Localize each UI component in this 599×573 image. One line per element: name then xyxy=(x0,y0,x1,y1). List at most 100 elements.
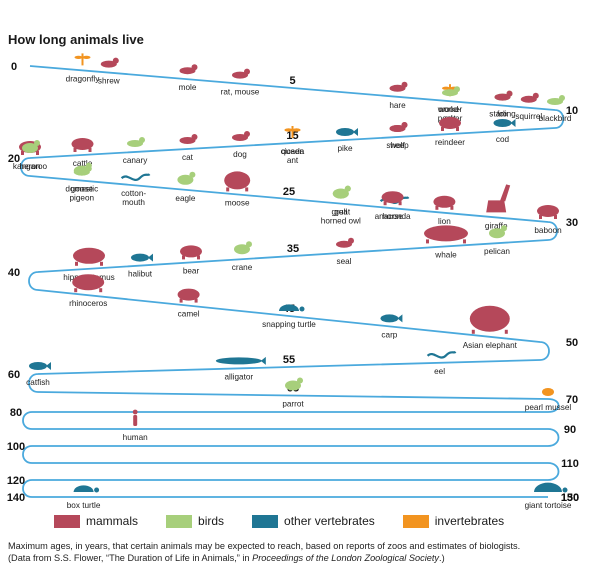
legend-swatch-other-vertebrates xyxy=(252,514,279,528)
animal-rhinoceros: rhinoceros xyxy=(69,274,107,308)
scale-label-55: 55 xyxy=(283,354,295,366)
hare-icon xyxy=(389,81,408,92)
animal-label-cottonmouth: cotton-mouth xyxy=(121,189,146,207)
carp-icon xyxy=(380,314,403,323)
animal-label-eagle: eagle xyxy=(175,194,195,203)
scale-label-120: 120 xyxy=(7,475,25,487)
animal-parrot: parrot xyxy=(282,377,304,409)
scale-label-90: 90 xyxy=(564,424,576,436)
lion-icon xyxy=(433,195,456,210)
animal-snapping-turtle: snapping turtle xyxy=(262,304,316,329)
animal-label-moose: moose xyxy=(225,198,250,207)
animal-label-cicada: cicada xyxy=(281,147,305,156)
animal-shrew: shrew xyxy=(98,57,120,86)
animal-blackbird: blackbird xyxy=(539,95,572,123)
shrew-icon xyxy=(100,57,119,68)
animal-label-rhinoceros: rhinoceros xyxy=(69,299,107,308)
animal-label-carp: carp xyxy=(381,330,397,339)
eagle-icon xyxy=(177,171,196,185)
pike-icon xyxy=(336,128,358,136)
animal-rat-mouse: rat, mouse xyxy=(221,68,260,97)
animal-giant-tortoise: giant tortoise xyxy=(525,482,572,510)
animal-moose: moose xyxy=(224,171,251,207)
caption-source: (Data from S.S. Flower, “The Duration of… xyxy=(8,552,593,564)
eel-icon xyxy=(426,350,457,359)
scale-label-60: 60 xyxy=(8,369,20,381)
legend-swatch-mammals xyxy=(54,514,80,528)
legend-item-invertebrates: invertebrates xyxy=(402,514,505,528)
animal-dog: dog xyxy=(232,131,250,159)
animal-label-squirrel: squirrel xyxy=(515,112,542,121)
animal-mole: mole xyxy=(179,64,198,92)
hippopotamus-icon xyxy=(73,247,105,266)
animal-label-hare: hare xyxy=(389,101,406,110)
moose-icon xyxy=(224,171,251,192)
scale-label-20: 20 xyxy=(8,153,20,165)
animal-wolf: wolf xyxy=(389,122,408,150)
rat-icon xyxy=(232,68,250,79)
caption-source-title: Proceedings of the London Zoological Soc… xyxy=(252,553,440,563)
animal-label-snapping-turtle: snapping turtle xyxy=(262,320,316,329)
animal-label-catfish: catfish xyxy=(26,378,50,387)
animal-label-human: human xyxy=(123,433,148,442)
animal-halibut: halibut xyxy=(128,253,153,279)
scale-label-30: 30 xyxy=(566,217,578,229)
animal-label-bear: bear xyxy=(183,266,200,275)
animal-dragonfly: dragonfly xyxy=(66,53,100,83)
scale-label-110: 110 xyxy=(561,458,579,470)
legend-item-mammals: mammals xyxy=(54,514,138,528)
animal-label-whale: whale xyxy=(434,250,457,259)
animal-label-horse: horse xyxy=(382,212,403,221)
animal-horse: horse xyxy=(381,191,404,221)
animal-gull: gull xyxy=(332,185,351,217)
crane-icon xyxy=(234,241,252,255)
scale-label-70: 70 xyxy=(566,394,578,406)
animal-label-parrot: parrot xyxy=(282,400,304,409)
animal-camel: camel xyxy=(177,288,200,319)
animal-giraffe: giraffe xyxy=(485,184,511,230)
legend-label-invertebrates: invertebrates xyxy=(434,514,505,528)
squirrel-icon xyxy=(520,92,539,103)
animal-bear: bear xyxy=(180,245,202,275)
animal-hare: hare xyxy=(389,81,408,110)
animal-label-cod: cod xyxy=(496,135,510,144)
wolf-icon xyxy=(389,122,408,132)
animal-label-seal: seal xyxy=(336,257,351,266)
animal-label-goose: goose xyxy=(71,185,94,194)
animal-pelican: pelican xyxy=(484,225,510,256)
scale-label-50: 50 xyxy=(566,337,578,349)
animal-label-baboon: baboon xyxy=(534,226,562,235)
animal-cottonmouth: cotton-mouth xyxy=(120,173,151,207)
caption-description: Maximum ages, in years, that certain ani… xyxy=(8,541,521,551)
animal-label-mole: mole xyxy=(179,83,197,92)
animal-label-giant-tortoise: giant tortoise xyxy=(525,501,572,510)
parrot-icon xyxy=(285,377,303,391)
camel-icon xyxy=(177,288,200,303)
heron-icon xyxy=(22,140,40,153)
legend-label-mammals: mammals xyxy=(86,514,139,528)
seal-icon xyxy=(336,237,354,248)
cattle-icon xyxy=(71,138,94,152)
animal-label-pelican: pelican xyxy=(484,247,510,256)
animal-label-camel: camel xyxy=(178,310,200,319)
gull-icon xyxy=(332,185,351,199)
scale-label-25: 25 xyxy=(283,186,295,198)
alligator-icon xyxy=(215,356,266,365)
scale-label-150: 150 xyxy=(561,492,579,504)
animal-pike: pike xyxy=(336,128,358,153)
animal-label-fox: fox xyxy=(497,110,508,119)
animal-label-anaconda: anaconda xyxy=(375,212,411,221)
halibut-icon xyxy=(131,253,153,262)
dragonfly-icon xyxy=(74,53,91,66)
animal-label-eel: eel xyxy=(434,367,445,376)
caption: Maximum ages, in years, that certain ani… xyxy=(8,540,593,564)
animal-queen-ant: queen ant xyxy=(281,126,304,165)
giraffe-icon xyxy=(486,184,511,213)
mole-icon xyxy=(179,64,198,75)
scale-label-10: 10 xyxy=(566,105,578,117)
cod-icon xyxy=(493,119,516,127)
dog-icon xyxy=(232,131,250,141)
animal-label-crane: crane xyxy=(232,263,253,272)
animal-label-halibut: halibut xyxy=(128,270,153,279)
